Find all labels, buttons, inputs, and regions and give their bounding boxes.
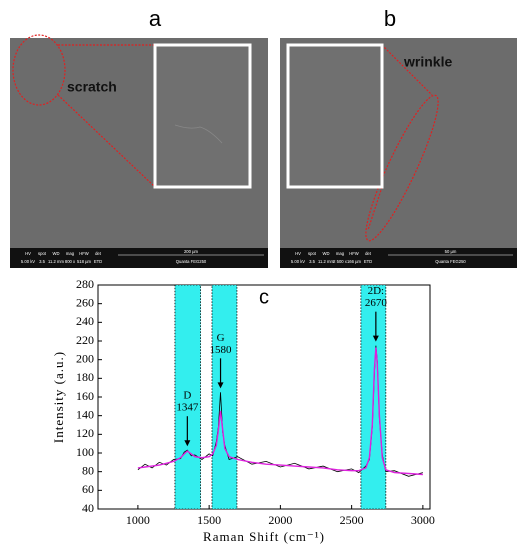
info-key: HV <box>25 251 31 256</box>
y-tick-label: 180 <box>76 370 94 384</box>
info-key: WD <box>53 251 60 256</box>
x-tick-label: 2000 <box>268 513 292 527</box>
zoom-inset <box>286 43 384 189</box>
panel-label: b <box>384 6 396 31</box>
arrow-head <box>217 382 224 389</box>
chart: 40 60 80 100 120 140 160 180 200 220 240 260 280 1000… <box>51 277 435 544</box>
x-tick-label: 3000 <box>411 513 435 527</box>
scratch-outline <box>12 34 66 106</box>
panel-b <box>280 38 517 268</box>
scale-label: 200 µm <box>184 249 199 254</box>
annotation-value: 1347 <box>176 402 199 414</box>
y-tick-label: 160 <box>76 389 94 403</box>
panel-annotation: wrinkle <box>403 54 452 70</box>
chart-label: c <box>259 286 269 308</box>
annotation-label: 2D: <box>368 285 385 297</box>
zoom-line <box>381 44 433 96</box>
annotation-value: 1580 <box>210 344 233 356</box>
x-axis-label: Raman Shift (cm⁻¹) <box>203 529 325 544</box>
highlight-band <box>211 284 238 510</box>
info-value: 3.5 <box>309 259 315 264</box>
y-tick-label: 60 <box>82 482 94 496</box>
info-key: mag <box>336 251 345 256</box>
highlight-band <box>174 284 201 510</box>
y-tick-label: 80 <box>82 463 94 477</box>
instrument: Quanta FEG250 <box>435 259 466 264</box>
info-value: 11.2 mm <box>48 259 64 264</box>
info-value: 800 x <box>65 259 76 264</box>
info-value: ETD <box>94 259 102 264</box>
panel-annotation: scratch <box>67 79 117 95</box>
y-tick-label: 100 <box>76 445 94 459</box>
info-value: ETD <box>364 259 372 264</box>
y-tick-label: 120 <box>76 426 94 440</box>
info-value: 2 500 x <box>333 259 348 264</box>
info-key: HFW <box>79 251 89 256</box>
info-value: 5.00 kV <box>291 259 305 264</box>
annotation-value: 2670 <box>365 297 388 309</box>
info-value: 166 µm <box>347 259 362 264</box>
y-tick-label: 140 <box>76 407 94 421</box>
arrow-head <box>184 440 191 447</box>
y-tick-label: 40 <box>82 501 94 515</box>
y-tick-label: 260 <box>76 295 94 309</box>
x-tick-label: 1500 <box>197 513 221 527</box>
y-tick-label: 280 <box>76 277 94 291</box>
info-key: WD <box>323 251 330 256</box>
info-key: mag <box>66 251 75 256</box>
info-key: HV <box>295 251 301 256</box>
panel-a <box>10 34 268 268</box>
scale-label: 50 µm <box>445 249 457 254</box>
info-bar <box>280 248 517 268</box>
y-tick-label: 240 <box>76 314 94 328</box>
info-value: 518 µm <box>77 259 92 264</box>
panel-label: a <box>149 6 162 31</box>
instrument: Quanta FEG250 <box>176 259 207 264</box>
info-key: det <box>95 251 102 256</box>
x-tick-label: 1000 <box>126 513 150 527</box>
scratch-trace <box>174 124 223 144</box>
info-key: spot <box>308 251 317 256</box>
wrinkle-outline <box>365 94 439 242</box>
info-value: 5.00 kV <box>21 259 35 264</box>
info-bar <box>10 248 268 268</box>
annotation-label: G <box>217 332 225 344</box>
arrow-head <box>372 335 379 342</box>
info-key: HFW <box>349 251 359 256</box>
zoom-line <box>367 186 383 231</box>
info-key: spot <box>38 251 47 256</box>
y-axis-label: Intensity (a.u.) <box>51 351 66 443</box>
info-value: 3.5 <box>39 259 45 264</box>
annotation-label: D <box>183 390 191 402</box>
info-key: det <box>365 251 372 256</box>
x-tick-label: 2500 <box>340 513 364 527</box>
info-value: 11.2 mm <box>318 259 334 264</box>
zoom-line <box>57 94 156 188</box>
y-tick-label: 220 <box>76 333 94 347</box>
series-line <box>137 347 423 476</box>
y-tick-label: 200 <box>76 351 94 365</box>
zoom-inset <box>153 43 252 189</box>
